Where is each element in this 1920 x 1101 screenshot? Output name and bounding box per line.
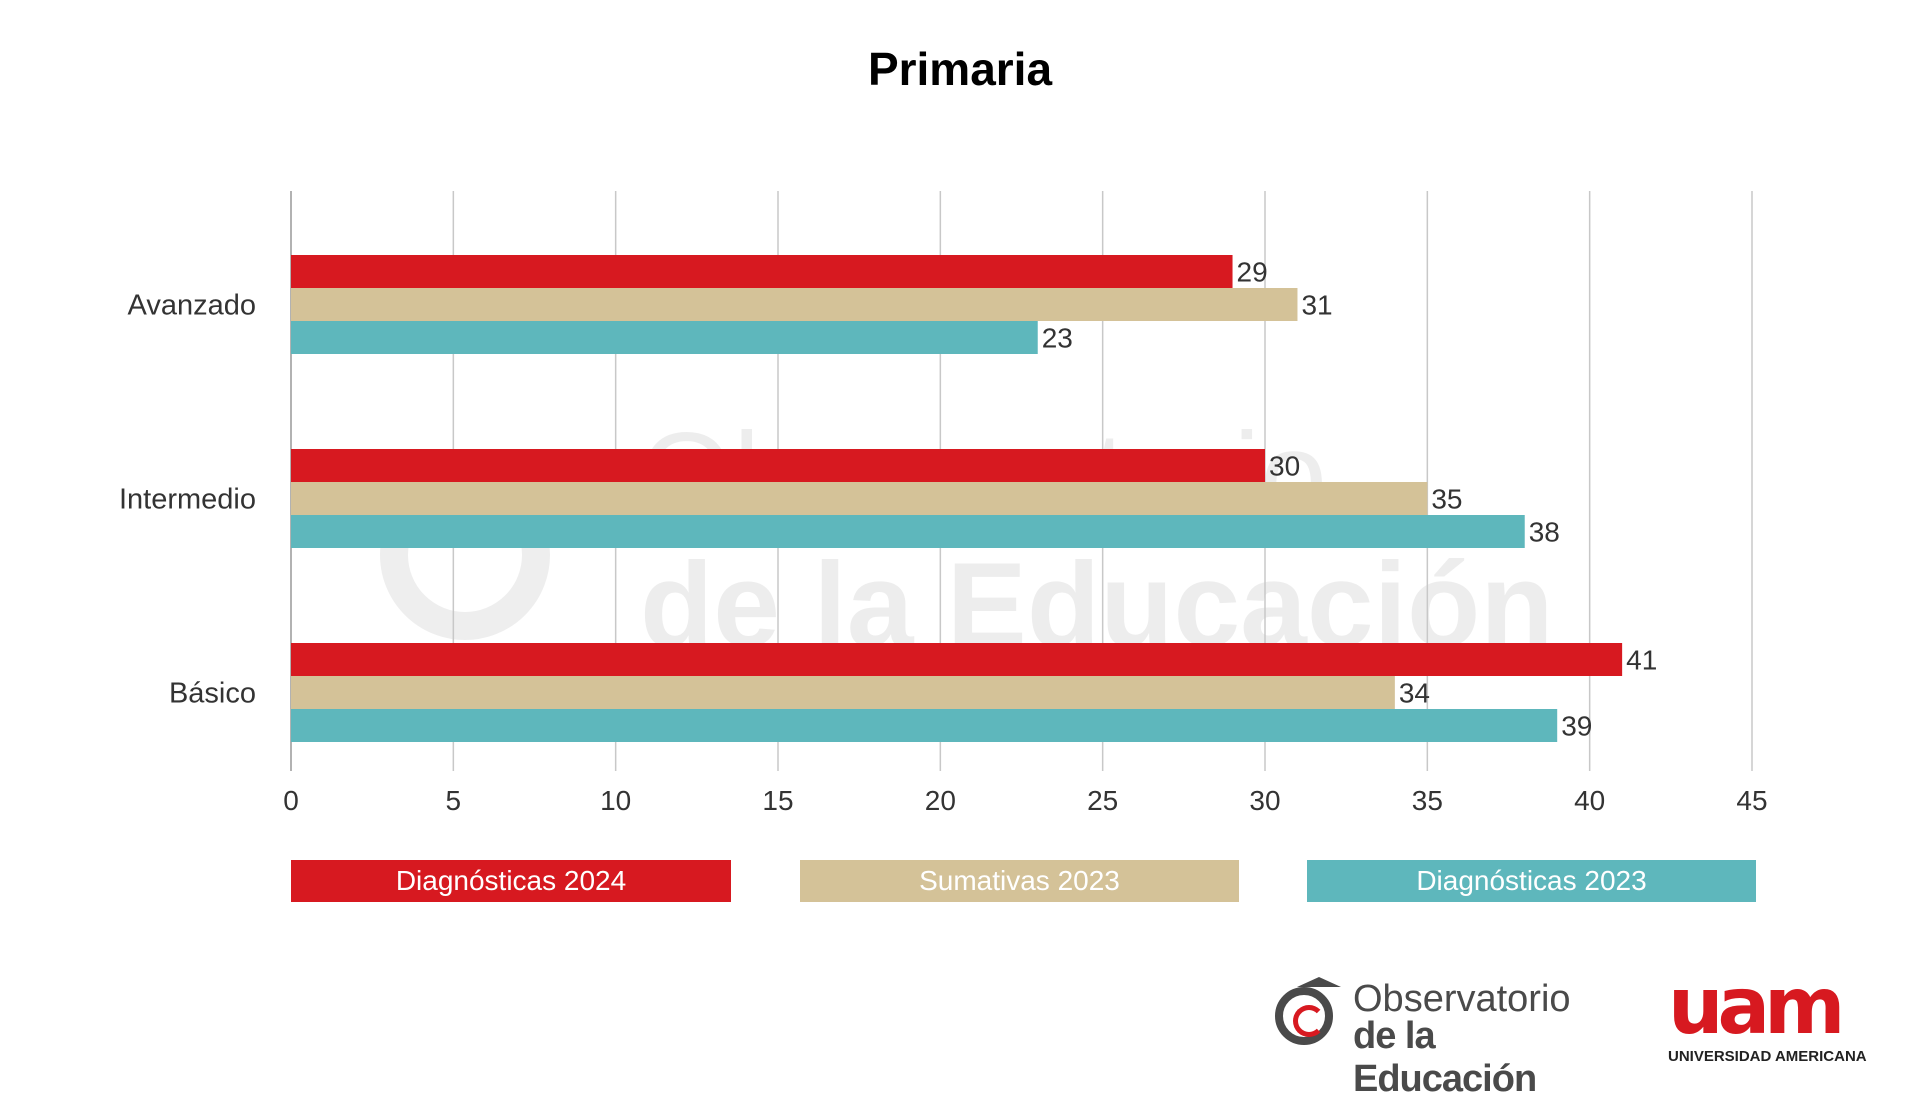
bar	[291, 482, 1428, 515]
x-tick-label: 40	[1574, 785, 1605, 816]
data-label: 38	[1529, 517, 1560, 548]
x-tick-label: 20	[925, 785, 956, 816]
bar	[291, 676, 1395, 709]
data-label: 35	[1431, 484, 1462, 515]
x-tick-label: 45	[1736, 785, 1767, 816]
category-label: Avanzado	[128, 290, 256, 322]
bar	[291, 709, 1558, 742]
eye-icon	[1275, 987, 1333, 1045]
chart-title: Primaria	[867, 43, 1053, 95]
category-label: Básico	[169, 678, 256, 710]
x-tick-label: 30	[1249, 785, 1280, 816]
uam-mark: uam	[1668, 962, 1845, 1052]
bar	[291, 515, 1525, 548]
x-tick-label: 35	[1412, 785, 1443, 816]
uam-logo: uam UNIVERSIDAD AMERICANA	[1668, 962, 1873, 1065]
data-label: 30	[1269, 451, 1300, 482]
graduation-cap-icon	[1297, 977, 1341, 987]
data-label: 34	[1399, 678, 1430, 709]
data-label: 29	[1237, 257, 1268, 288]
logo-line2: de la Educación	[1353, 1015, 1537, 1100]
x-tick-label: 10	[600, 785, 631, 816]
bar	[291, 288, 1298, 321]
logo-line1: Observatorio	[1353, 978, 1571, 1020]
bar	[291, 321, 1038, 354]
data-label: 23	[1042, 323, 1073, 354]
legend-item-0: Diagnósticas 2024	[291, 860, 731, 902]
data-label: 41	[1626, 645, 1657, 676]
uam-name: UNIVERSIDAD AMERICANA	[1668, 1048, 1867, 1065]
x-tick-label: 15	[762, 785, 793, 816]
legend-item-2: Diagnósticas 2023	[1307, 860, 1756, 902]
x-tick-label: 0	[283, 785, 299, 816]
data-label: 31	[1301, 290, 1332, 321]
x-tick-label: 25	[1087, 785, 1118, 816]
observatorio-logo: Observatorio de la Educación	[1275, 975, 1625, 1100]
bar	[291, 255, 1233, 288]
bar	[291, 449, 1265, 482]
data-label: 39	[1561, 711, 1592, 742]
category-label: Intermedio	[119, 484, 256, 516]
bar	[291, 643, 1623, 676]
x-tick-label: 5	[446, 785, 462, 816]
legend-item-1: Sumativas 2023	[800, 860, 1239, 902]
